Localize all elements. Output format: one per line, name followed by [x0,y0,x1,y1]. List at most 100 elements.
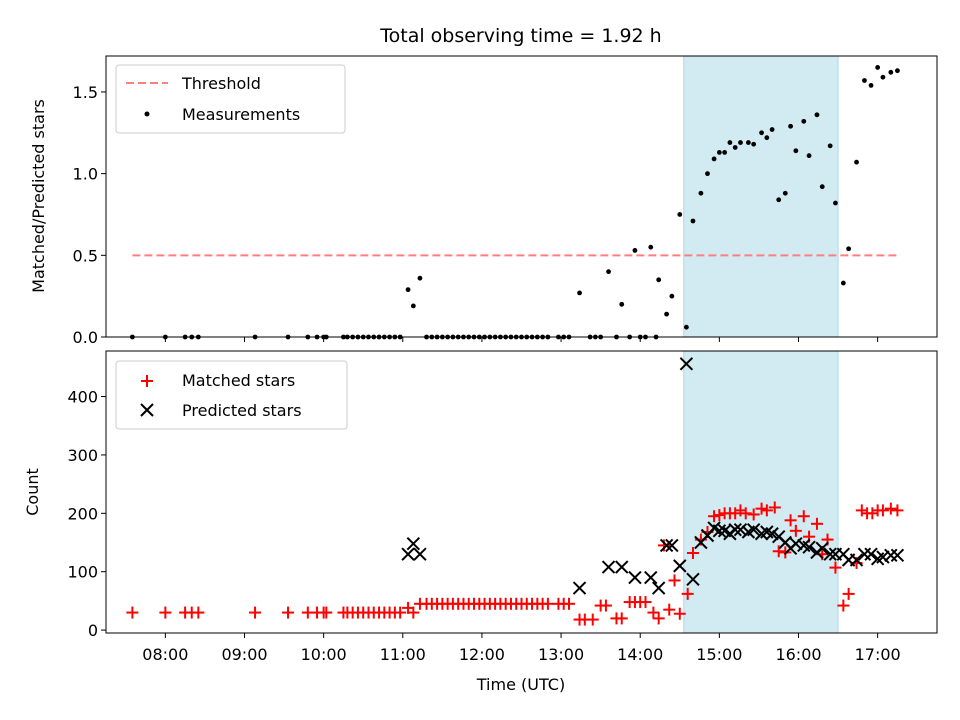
legend-measurements-swatch [144,111,150,117]
data-point [729,507,742,520]
y-tick-label: 400 [67,388,98,407]
y-tick-label: 0 [88,621,98,640]
data-point [669,293,675,299]
data-point [708,510,721,523]
data-point [698,190,704,196]
data-point [875,65,881,70]
data-point [665,538,679,553]
legend-predicted-swatch [140,403,154,417]
data-point [683,324,689,330]
data-point [789,524,802,537]
data-point [664,311,669,317]
data-point [686,547,699,560]
data-point [876,504,889,517]
data-point [759,130,764,136]
top-x-ticks [164,337,879,342]
top-y-ticks: 0.0 0.5 1.0 1.5 [73,83,106,347]
data-point [673,607,686,620]
x-tick-label: 13:00 [538,645,584,664]
data-point [880,74,886,80]
data-point [619,301,625,307]
data-point [677,212,683,217]
data-point [819,184,825,190]
data-point [739,507,752,520]
data-point [406,536,421,551]
x-tick-label: 09:00 [221,645,267,664]
data-point [632,248,638,253]
x-tick-label: 14:00 [617,645,663,664]
data-point [405,287,411,293]
y-tick-label: 0.5 [73,246,98,265]
x-tick-label: 15:00 [696,645,742,664]
data-point [282,606,295,619]
data-point [679,357,694,371]
data-point [673,559,687,573]
data-point [586,613,599,626]
data-point [668,574,681,587]
data-point [849,553,864,567]
data-point [410,303,416,309]
data-point [690,218,696,224]
data-point [652,612,665,625]
data-point [789,536,803,551]
data-point [659,538,674,553]
bottom-legend-box [115,360,348,430]
top-axes-frame [105,55,938,338]
chart-title: Total observing time = 1.92 h [379,25,661,47]
data-point [868,83,874,88]
data-point [895,68,900,74]
y-tick-label: 200 [67,504,98,523]
data-point [727,140,733,145]
data-point [648,244,654,250]
data-point [577,290,582,296]
data-point [562,597,575,610]
data-point [738,140,743,145]
data-point [765,527,779,541]
y-tick-label: 1.0 [73,165,98,184]
data-point [888,69,894,75]
data-point [866,507,879,520]
top-panel: 0.0 0.5 1.0 1.5 Matched/Predicted stars Thr… [29,55,938,347]
x-axis-label: Time (UTC) [476,675,565,694]
data-point [772,545,785,558]
data-point [716,149,722,155]
data-point [829,561,842,574]
y-tick-label: 0.0 [73,328,98,347]
data-point [846,246,852,252]
data-point [732,145,738,150]
data-point [401,547,415,561]
data-point [734,504,747,517]
data-point [541,597,554,610]
data-point [797,510,810,523]
data-point [891,504,904,517]
top-legend: Threshold Measurements [115,64,346,134]
data-point [601,560,616,574]
data-point [572,581,587,595]
data-point [768,501,781,514]
data-point [644,570,658,585]
data-point [793,148,799,154]
legend-matched-swatch [141,375,153,387]
bottom-points [126,357,905,626]
data-point [855,504,868,517]
data-point [711,156,717,162]
data-point [417,275,423,281]
data-point [606,269,611,275]
bottom-axes-frame [105,350,938,634]
data-point [686,572,700,586]
data-point [745,140,751,145]
legend-measurements-label: Measurements [182,105,300,124]
legend-predicted-label: Predicted stars [182,401,302,420]
data-point [394,606,407,619]
y-tick-label: 100 [67,563,98,582]
data-point [651,581,666,595]
data-point [823,547,837,561]
data-point [784,514,797,527]
data-point [802,540,816,554]
data-point [884,502,897,515]
x-tick-label: 11:00 [380,645,426,664]
bottom-highlight-span [683,350,839,634]
data-point [746,522,761,537]
x-tick-label: 17:00 [855,645,901,664]
